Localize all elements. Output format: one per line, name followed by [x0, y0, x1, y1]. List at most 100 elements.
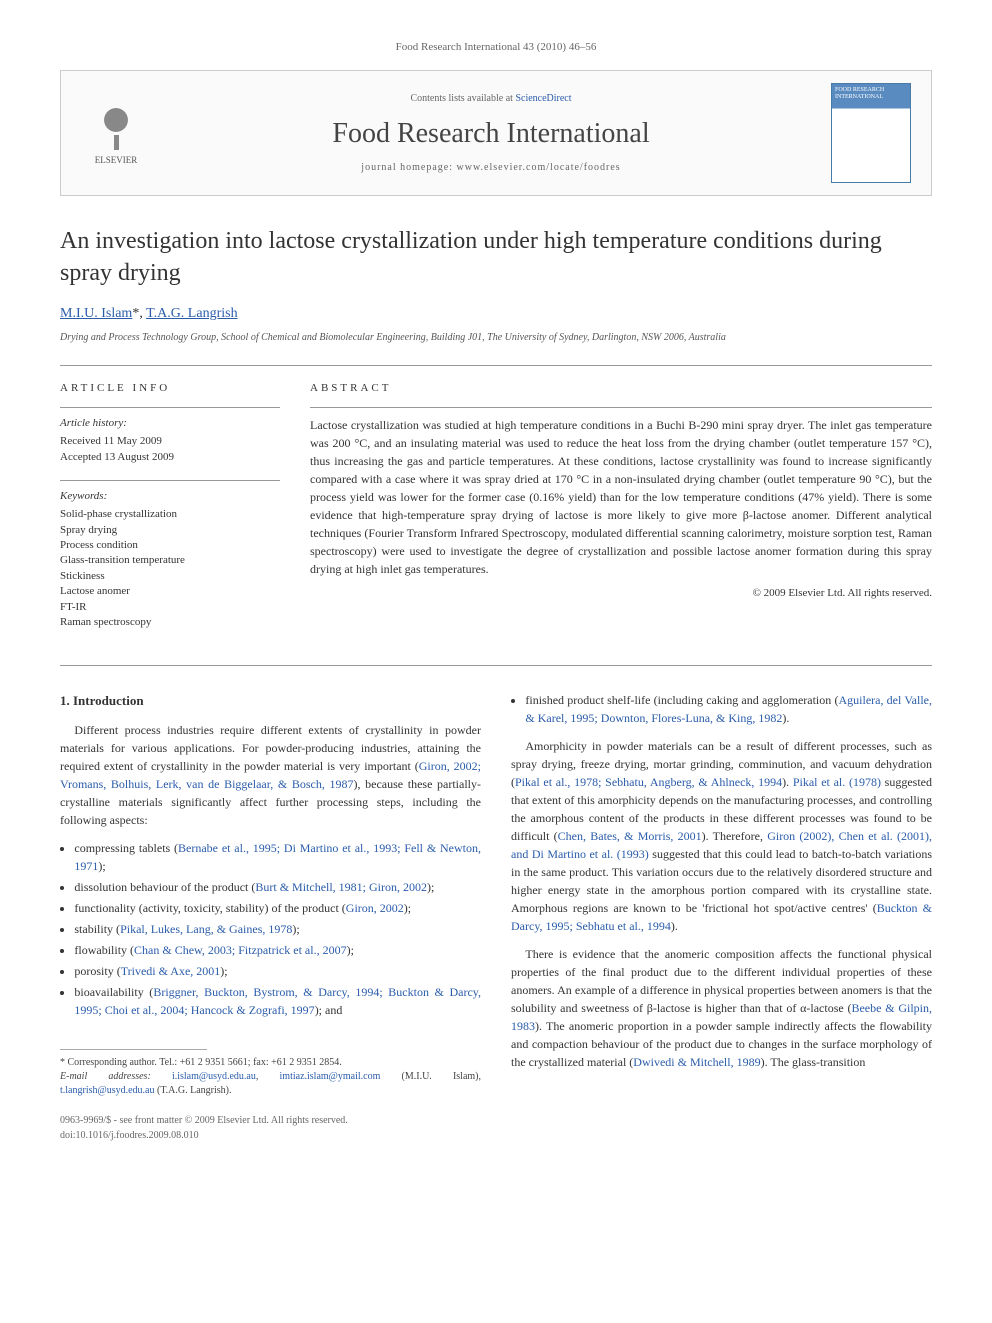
- list-item: compressing tablets (Bernabe et al., 199…: [74, 839, 481, 875]
- intro-heading: 1. Introduction: [60, 691, 481, 711]
- li-pre: bioavailability (: [74, 985, 153, 999]
- li-post: );: [404, 901, 411, 915]
- li-post: );: [220, 964, 227, 978]
- article-history-block: Article history: Received 11 May 2009 Ac…: [60, 416, 280, 465]
- body-columns: 1. Introduction Different process indust…: [60, 691, 932, 1143]
- keyword: FT-IR: [60, 600, 280, 615]
- article-title: An investigation into lactose crystalliz…: [60, 226, 932, 288]
- left-column: 1. Introduction Different process indust…: [60, 691, 481, 1143]
- sciencedirect-link[interactable]: ScienceDirect: [515, 93, 571, 104]
- contents-prefix: Contents lists available at: [410, 93, 515, 104]
- intro-para-3: There is evidence that the anomeric comp…: [511, 945, 932, 1071]
- keyword: Solid-phase crystallization: [60, 507, 280, 522]
- affiliation: Drying and Process Technology Group, Sch…: [60, 331, 932, 345]
- citation-link[interactable]: Trivedi & Axe, 2001: [121, 964, 221, 978]
- contents-available-line: Contents lists available at ScienceDirec…: [151, 92, 831, 106]
- divider-top: [60, 365, 932, 366]
- li-post: ); and: [315, 1003, 343, 1017]
- email-label: E-mail addresses:: [60, 1071, 172, 1082]
- journal-homepage-line: journal homepage: www.elsevier.com/locat…: [151, 161, 831, 175]
- citation-link[interactable]: Pikal, Lukes, Lang, & Gaines, 1978: [120, 922, 292, 936]
- info-abstract-row: ARTICLE INFO Article history: Received 1…: [60, 381, 932, 645]
- keyword: Glass-transition temperature: [60, 553, 280, 568]
- abstract-copyright: © 2009 Elsevier Ltd. All rights reserved…: [310, 586, 932, 601]
- intro-para-1: Different process industries require dif…: [60, 721, 481, 829]
- author-2-link[interactable]: T.A.G. Langrish: [146, 306, 238, 321]
- list-item: bioavailability (Briggner, Buckton, Byst…: [74, 983, 481, 1019]
- journal-cover-thumbnail: FOOD RESEARCH INTERNATIONAL: [831, 83, 911, 183]
- publisher-name: ELSEVIER: [81, 154, 151, 167]
- li-pre: functionality (activity, toxicity, stabi…: [74, 901, 345, 915]
- citation-link[interactable]: Pikal et al., 1978; Sebhatu, Angberg, & …: [515, 775, 782, 789]
- corr-author-line: * Corresponding author. Tel.: +61 2 9351…: [60, 1056, 481, 1070]
- li-pre: finished product shelf-life (including c…: [525, 693, 838, 707]
- keywords-label: Keywords:: [60, 489, 280, 504]
- received-date: Received 11 May 2009: [60, 434, 280, 449]
- li-post: );: [427, 880, 434, 894]
- li-post: ).: [782, 711, 789, 725]
- keyword: Raman spectroscopy: [60, 615, 280, 630]
- li-post: );: [292, 922, 299, 936]
- li-pre: compressing tablets (: [74, 841, 178, 855]
- journal-banner: ELSEVIER Contents lists available at Sci…: [60, 70, 932, 196]
- abstract-heading: ABSTRACT: [310, 381, 932, 396]
- email-link[interactable]: i.islam@usyd.edu.au: [172, 1071, 256, 1082]
- authors-line: M.I.U. Islam*, T.A.G. Langrish: [60, 304, 932, 324]
- article-info-heading: ARTICLE INFO: [60, 381, 280, 396]
- keyword: Lactose anomer: [60, 584, 280, 599]
- li-pre: dissolution behaviour of the product (: [74, 880, 255, 894]
- li-pre: stability (: [74, 922, 120, 936]
- keywords-block: Keywords: Solid-phase crystallization Sp…: [60, 489, 280, 631]
- p2-post: ).: [671, 919, 678, 933]
- history-label: Article history:: [60, 416, 280, 431]
- keyword: Stickiness: [60, 569, 280, 584]
- footer-block: 0963-9969/$ - see front matter © 2009 El…: [60, 1113, 481, 1143]
- email-link[interactable]: imtiaz.islam@ymail.com: [280, 1071, 381, 1082]
- list-item: finished product shelf-life (including c…: [525, 691, 932, 727]
- article-info-column: ARTICLE INFO Article history: Received 1…: [60, 381, 280, 645]
- abstract-column: ABSTRACT Lactose crystallization was stu…: [310, 381, 932, 645]
- li-post: );: [347, 943, 354, 957]
- citation-link[interactable]: Pikal et al. (1978): [793, 775, 881, 789]
- accepted-date: Accepted 13 August 2009: [60, 450, 280, 465]
- list-item: porosity (Trivedi & Axe, 2001);: [74, 962, 481, 980]
- publisher-logo-block: ELSEVIER: [81, 100, 151, 167]
- homepage-prefix: journal homepage:: [361, 162, 456, 173]
- homepage-url[interactable]: www.elsevier.com/locate/foodres: [457, 162, 621, 173]
- header-citation: Food Research International 43 (2010) 46…: [60, 40, 932, 55]
- citation-link[interactable]: Chan & Chew, 2003; Fitzpatrick et al., 2…: [134, 943, 347, 957]
- keyword: Spray drying: [60, 523, 280, 538]
- citation-link[interactable]: Chen, Bates, & Morris, 2001: [558, 829, 702, 843]
- citation-link[interactable]: Dwivedi & Mitchell, 1989: [633, 1055, 760, 1069]
- intro-bullet-list-continued: finished product shelf-life (including c…: [525, 691, 932, 727]
- li-pre: porosity (: [74, 964, 120, 978]
- citation-link[interactable]: Giron, 2002: [346, 901, 404, 915]
- li-post: );: [98, 859, 105, 873]
- intro-bullet-list: compressing tablets (Bernabe et al., 199…: [74, 839, 481, 1019]
- footnote-separator: [60, 1049, 207, 1050]
- abstract-text: Lactose crystallization was studied at h…: [310, 416, 932, 578]
- author-1-link[interactable]: M.I.U. Islam: [60, 306, 132, 321]
- email-name: (M.I.U. Islam),: [380, 1071, 481, 1082]
- email-link[interactable]: t.langrish@usyd.edu.au: [60, 1085, 154, 1096]
- email-line: E-mail addresses: i.islam@usyd.edu.au, i…: [60, 1070, 481, 1098]
- intro-para-2: Amorphicity in powder materials can be a…: [511, 737, 932, 935]
- banner-center: Contents lists available at ScienceDirec…: [151, 92, 831, 175]
- cover-title-text: FOOD RESEARCH INTERNATIONAL: [835, 87, 910, 100]
- right-column: finished product shelf-life (including c…: [511, 691, 932, 1143]
- list-item: functionality (activity, toxicity, stabi…: [74, 899, 481, 917]
- doi-line: doi:10.1016/j.foodres.2009.08.010: [60, 1128, 481, 1143]
- corresponding-author-footnote: * Corresponding author. Tel.: +61 2 9351…: [60, 1056, 481, 1098]
- keyword: Process condition: [60, 538, 280, 553]
- list-item: stability (Pikal, Lukes, Lang, & Gaines,…: [74, 920, 481, 938]
- elsevier-tree-icon: [91, 100, 141, 150]
- email-name: (T.A.G. Langrish).: [154, 1085, 231, 1096]
- list-item: flowability (Chan & Chew, 2003; Fitzpatr…: [74, 941, 481, 959]
- p3-post: ). The glass-transition: [761, 1055, 866, 1069]
- citation-link[interactable]: Burt & Mitchell, 1981; Giron, 2002: [255, 880, 427, 894]
- divider-bottom: [60, 665, 932, 666]
- issn-line: 0963-9969/$ - see front matter © 2009 El…: [60, 1113, 481, 1128]
- li-pre: flowability (: [74, 943, 134, 957]
- journal-name: Food Research International: [151, 114, 831, 153]
- list-item: dissolution behaviour of the product (Bu…: [74, 878, 481, 896]
